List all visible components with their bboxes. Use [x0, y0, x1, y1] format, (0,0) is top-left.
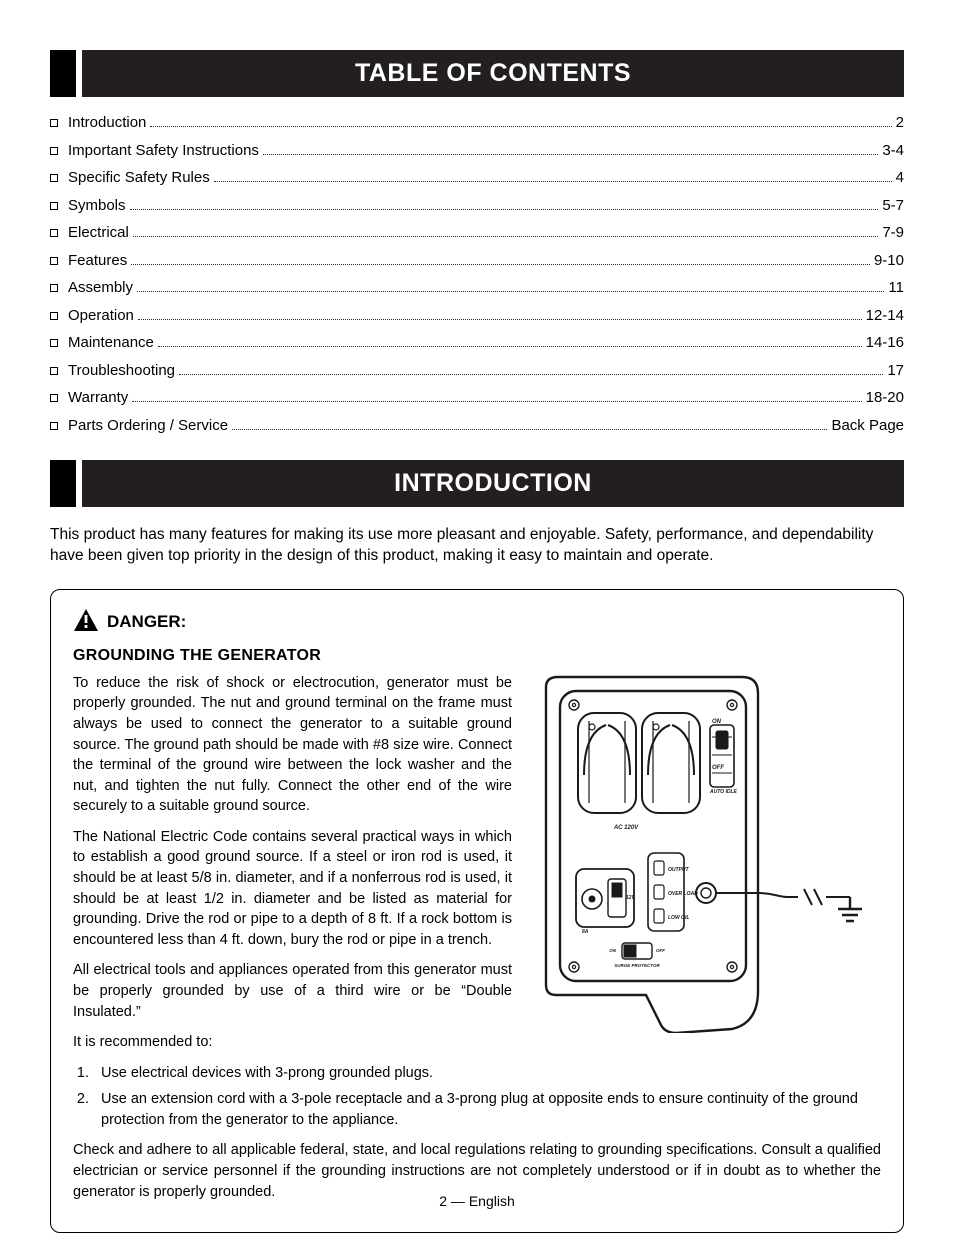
toc-row: Assembly 11 [50, 280, 904, 297]
square-bullet-icon [50, 284, 58, 292]
toc-row: Maintenance 14-16 [50, 335, 904, 352]
header-accent-tab [50, 50, 76, 97]
toc-leader-dots [214, 181, 892, 182]
intro-title: INTRODUCTION [76, 460, 904, 507]
square-bullet-icon [50, 339, 58, 347]
toc-row: Parts Ordering / Service Back Page [50, 418, 904, 435]
toc-row: Symbols 5-7 [50, 198, 904, 215]
panel-label-ac120v: AC 120V [613, 825, 639, 831]
toc-row: Troubleshooting 17 [50, 363, 904, 380]
toc-label: Troubleshooting [68, 363, 175, 380]
toc-page: 2 [896, 115, 904, 132]
panel-label-overload: OVER LOAD [668, 891, 698, 897]
panel-label-sp-off: OFF [656, 948, 665, 953]
toc-leader-dots [137, 291, 884, 292]
toc-label: Operation [68, 308, 134, 325]
toc-label: Warranty [68, 390, 128, 407]
toc-row: Features 9-10 [50, 253, 904, 270]
danger-rec-intro: It is recommended to: [73, 1032, 881, 1053]
square-bullet-icon [50, 422, 58, 430]
danger-label: DANGER: [107, 612, 186, 632]
toc-label: Important Safety Instructions [68, 143, 259, 160]
toc-page: 4 [896, 170, 904, 187]
toc-label: Features [68, 253, 127, 270]
toc-label: Introduction [68, 115, 146, 132]
toc-page: Back Page [831, 418, 904, 435]
page-number: 2 — English [0, 1193, 954, 1209]
danger-callout-box: DANGER: GROUNDING THE GENERATOR [50, 589, 904, 1233]
table-of-contents: Introduction 2 Important Safety Instructio… [50, 115, 904, 434]
danger-body: ON OFF AUTO IDLE AC 120V OUTPUT OVER LOA… [73, 673, 881, 1202]
toc-leader-dots [131, 264, 870, 265]
panel-label-8a: 8A [582, 929, 589, 935]
toc-label: Assembly [68, 280, 133, 297]
square-bullet-icon [50, 367, 58, 375]
header-accent-tab [50, 460, 76, 507]
panel-label-surge: SURGE PROTECTOR [614, 963, 660, 968]
danger-recommendation-list: Use electrical devices with 3-prong grou… [73, 1063, 881, 1131]
square-bullet-icon [50, 394, 58, 402]
square-bullet-icon [50, 257, 58, 265]
panel-label-off: OFF [712, 765, 724, 771]
toc-row: Operation 12-14 [50, 308, 904, 325]
toc-page: 5-7 [882, 198, 904, 215]
danger-rec-1: Use electrical devices with 3-prong grou… [93, 1063, 881, 1084]
intro-section-header: INTRODUCTION [50, 460, 904, 507]
danger-subheading: GROUNDING THE GENERATOR [73, 647, 881, 665]
toc-page: 9-10 [874, 253, 904, 270]
toc-leader-dots [158, 346, 862, 347]
intro-paragraph: This product has many features for makin… [50, 525, 904, 567]
toc-leader-dots [232, 429, 827, 430]
toc-row: Introduction 2 [50, 115, 904, 132]
toc-label: Specific Safety Rules [68, 170, 210, 187]
panel-label-on: ON [712, 719, 722, 725]
toc-leader-dots [138, 319, 862, 320]
toc-leader-dots [179, 374, 883, 375]
toc-leader-dots [130, 209, 879, 210]
toc-row: Important Safety Instructions 3-4 [50, 143, 904, 160]
panel-label-12v: 12V [626, 895, 636, 901]
danger-triangle-icon [73, 608, 99, 637]
toc-row: Specific Safety Rules 4 [50, 170, 904, 187]
toc-title: TABLE OF CONTENTS [76, 50, 904, 97]
square-bullet-icon [50, 312, 58, 320]
toc-leader-dots [132, 401, 861, 402]
square-bullet-icon [50, 119, 58, 127]
square-bullet-icon [50, 202, 58, 210]
toc-page: 17 [887, 363, 904, 380]
toc-row: Electrical 7-9 [50, 225, 904, 242]
toc-label: Electrical [68, 225, 129, 242]
square-bullet-icon [50, 174, 58, 182]
toc-page: 3-4 [882, 143, 904, 160]
panel-label-auto-idle: AUTO IDLE [709, 789, 738, 795]
danger-rec-2: Use an extension cord with a 3-pole rece… [93, 1089, 881, 1130]
toc-page: 7-9 [882, 225, 904, 242]
toc-leader-dots [263, 154, 878, 155]
panel-label-low-oil: LOW OIL [668, 915, 689, 921]
square-bullet-icon [50, 229, 58, 237]
toc-label: Symbols [68, 198, 126, 215]
toc-page: 12-14 [866, 308, 904, 325]
toc-row: Warranty 18-20 [50, 390, 904, 407]
toc-label: Parts Ordering / Service [68, 418, 228, 435]
generator-panel-figure: ON OFF AUTO IDLE AC 120V OUTPUT OVER LOA… [526, 673, 881, 1033]
panel-label-sp-on: ON [609, 948, 617, 953]
danger-heading: DANGER: [73, 608, 881, 637]
toc-page: 18-20 [866, 390, 904, 407]
square-bullet-icon [50, 147, 58, 155]
toc-leader-dots [150, 126, 891, 127]
toc-page: 14-16 [866, 335, 904, 352]
panel-label-output: OUTPUT [668, 867, 690, 873]
toc-leader-dots [133, 236, 878, 237]
toc-page: 11 [888, 280, 904, 297]
toc-label: Maintenance [68, 335, 154, 352]
toc-section-header: TABLE OF CONTENTS [50, 50, 904, 97]
